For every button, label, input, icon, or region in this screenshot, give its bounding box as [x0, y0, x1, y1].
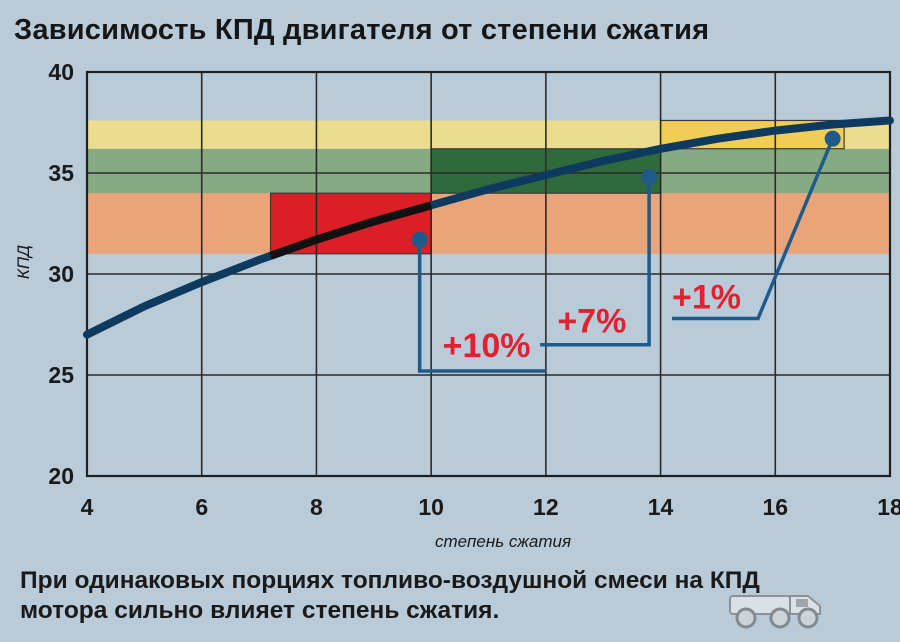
- y-tick-label-40: 40: [48, 59, 74, 85]
- x-tick-label-16: 16: [762, 494, 788, 520]
- annotation-dot-1: [641, 169, 658, 186]
- annotation-label-2: +1%: [672, 278, 741, 316]
- y-tick-label-30: 30: [48, 261, 74, 287]
- annotation-label-1: +7%: [557, 303, 626, 341]
- annotations: +10% +7% +1%: [411, 130, 841, 373]
- grid: [85, 70, 892, 478]
- x-tick-label-10: 10: [418, 494, 444, 520]
- y-tick-label-20: 20: [48, 463, 74, 489]
- caption-line-2: мотора сильно влияет степень сжатия.: [20, 597, 500, 624]
- leader-line-0: [417, 239, 546, 373]
- x-axis-label: степень сжатия: [435, 532, 571, 551]
- efficiency-curve: [83, 116, 894, 339]
- annotation-label-0: +10%: [443, 327, 531, 365]
- band-0: [87, 193, 890, 254]
- truck-logo-icon: [729, 595, 821, 629]
- x-tick-label-8: 8: [310, 494, 323, 520]
- curve-line: [83, 116, 894, 339]
- curve-highlight: [269, 201, 433, 260]
- caption: При одинаковых порциях топливо-воздушной…: [20, 566, 760, 626]
- y-tick-label-25: 25: [48, 362, 74, 388]
- plot-frame: [85, 70, 892, 478]
- y-axis-label: КПД: [14, 245, 33, 279]
- x-tick-label-12: 12: [533, 494, 559, 520]
- leader-line-2: [672, 137, 835, 321]
- caption-line-1: При одинаковых порциях топливо-воздушной…: [20, 567, 760, 594]
- x-tick-label-6: 6: [195, 494, 208, 520]
- x-tick-label-14: 14: [648, 494, 674, 520]
- annotation-dot-0: [411, 231, 428, 248]
- x-tick-label-4: 4: [81, 494, 94, 520]
- axis-ticks: 4 6 8 10 12 14 16 18 20 25 30 35 40: [48, 59, 900, 520]
- leader-line-1: [540, 177, 651, 347]
- x-tick-label-18: 18: [877, 494, 900, 520]
- y-tick-label-35: 35: [48, 160, 74, 186]
- chart-title: Зависимость КПД двигателя от степени сжа…: [14, 14, 710, 46]
- annotation-dot-2: [824, 130, 841, 147]
